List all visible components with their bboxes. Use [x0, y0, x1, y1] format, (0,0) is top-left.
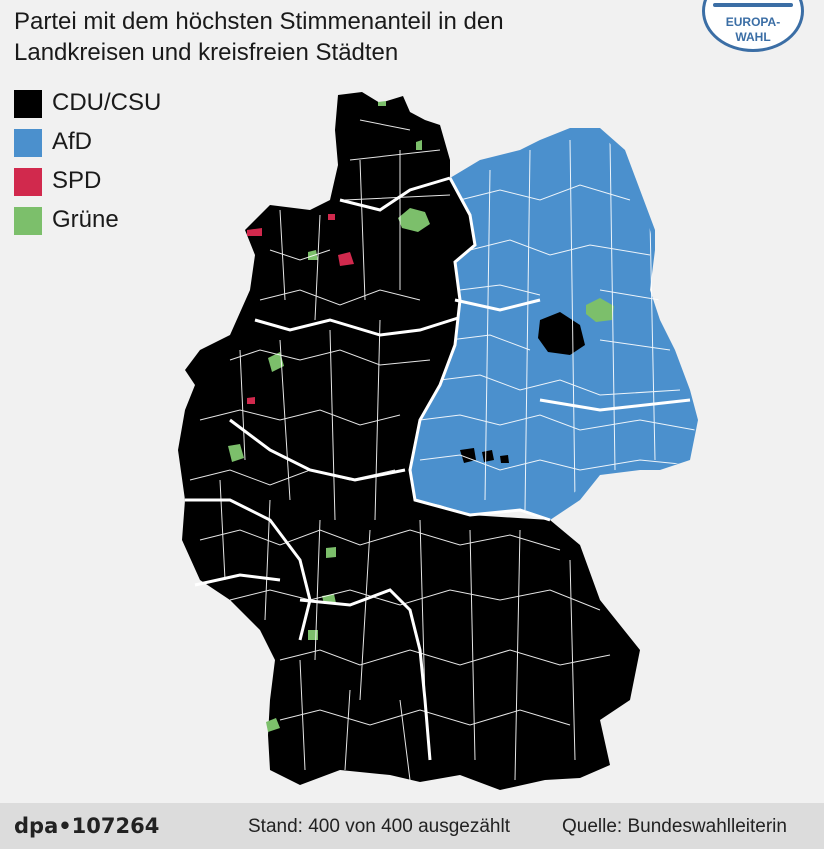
legend-label-cdu-csu: CDU/CSU — [52, 89, 162, 116]
state-borders — [185, 176, 691, 761]
district-spd-emden — [247, 228, 262, 236]
district-gruene-hamburg — [398, 208, 430, 232]
count-status: Stand: 400 von 400 ausgezählt — [248, 816, 510, 837]
map-title: Partei mit dem höchsten Stimmenanteil in… — [14, 8, 504, 66]
legend-swatch-gruene — [14, 207, 42, 235]
district-gruene-darmstadt — [326, 547, 336, 558]
legend-swatch-cdu-csu — [14, 90, 42, 118]
logo-text-line2: WAHL — [735, 30, 771, 44]
legend-swatch-spd — [14, 168, 42, 196]
agency-credit: dpa•107264 — [14, 814, 160, 838]
district-spd-bremen — [338, 252, 354, 266]
district-gruene-north — [416, 140, 422, 150]
legend-swatch-afd — [14, 129, 42, 157]
footer-bar: dpa•107264 Stand: 400 von 400 ausgezählt… — [0, 803, 824, 849]
legend-label-gruene: Grüne — [52, 206, 119, 233]
district-gruene-muenster — [268, 352, 284, 372]
legend-label-spd: SPD — [52, 167, 102, 194]
region-spd — [247, 214, 354, 404]
logo-band — [713, 3, 793, 7]
region-cdu-csu — [178, 92, 640, 790]
district-gruene-koeln — [228, 444, 244, 462]
district-spd-ruhr — [247, 397, 255, 404]
district-gruene-freiburg — [266, 718, 280, 732]
europawahl-logo: EUROPA- WAHL — [702, 0, 804, 52]
district-gruene-berlin — [586, 298, 614, 322]
district-gruene-kiel — [378, 101, 386, 106]
region-gruene — [228, 101, 614, 732]
logo-text-line1: EUROPA- — [725, 15, 781, 29]
germany-district-map — [178, 92, 698, 790]
data-source: Quelle: Bundeswahlleiterin — [562, 816, 787, 837]
district-gruene-oldenburg — [308, 250, 318, 260]
district-spd-bremerhaven — [328, 214, 335, 220]
legend-label-afd: AfD — [52, 128, 93, 155]
district-borders-east — [419, 139, 696, 511]
